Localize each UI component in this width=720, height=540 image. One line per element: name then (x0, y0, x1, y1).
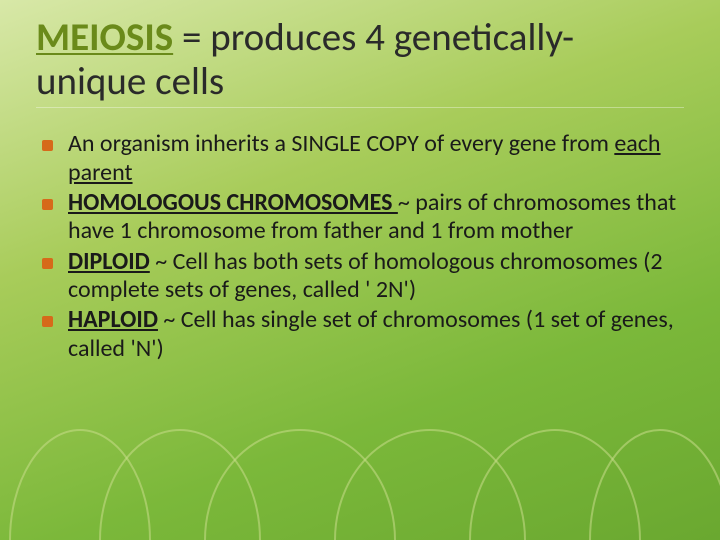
bullet-item: An organism inherits a SINGLE COPY of ev… (62, 130, 684, 187)
title-keyword: MEIOSIS (36, 14, 173, 61)
text-segment: An organism inherits a SINGLE COPY of ev… (68, 129, 614, 158)
bullet-list: An organism inherits a SINGLE COPY of ev… (36, 130, 684, 363)
slide-title: MEIOSIS = produces 4 genetically-unique … (36, 16, 684, 108)
text-segment: DIPLOID (68, 247, 150, 276)
bullet-item: HAPLOID ~ Cell has single set of chromos… (62, 306, 684, 363)
text-segment: HOMOLOGOUS CHROMOSOMES (68, 188, 398, 217)
text-segment: HAPLOID (68, 305, 158, 334)
bullet-item: HOMOLOGOUS CHROMOSOMES ~ pairs of chromo… (62, 189, 684, 246)
text-segment: ~ Cell has single set of chromosomes (1 … (68, 305, 674, 362)
bullet-item: DIPLOID ~ Cell has both sets of homologo… (62, 248, 684, 305)
text-segment: ~ Cell has both sets of homologous chrom… (68, 247, 663, 304)
slide: MEIOSIS = produces 4 genetically-unique … (0, 0, 720, 540)
